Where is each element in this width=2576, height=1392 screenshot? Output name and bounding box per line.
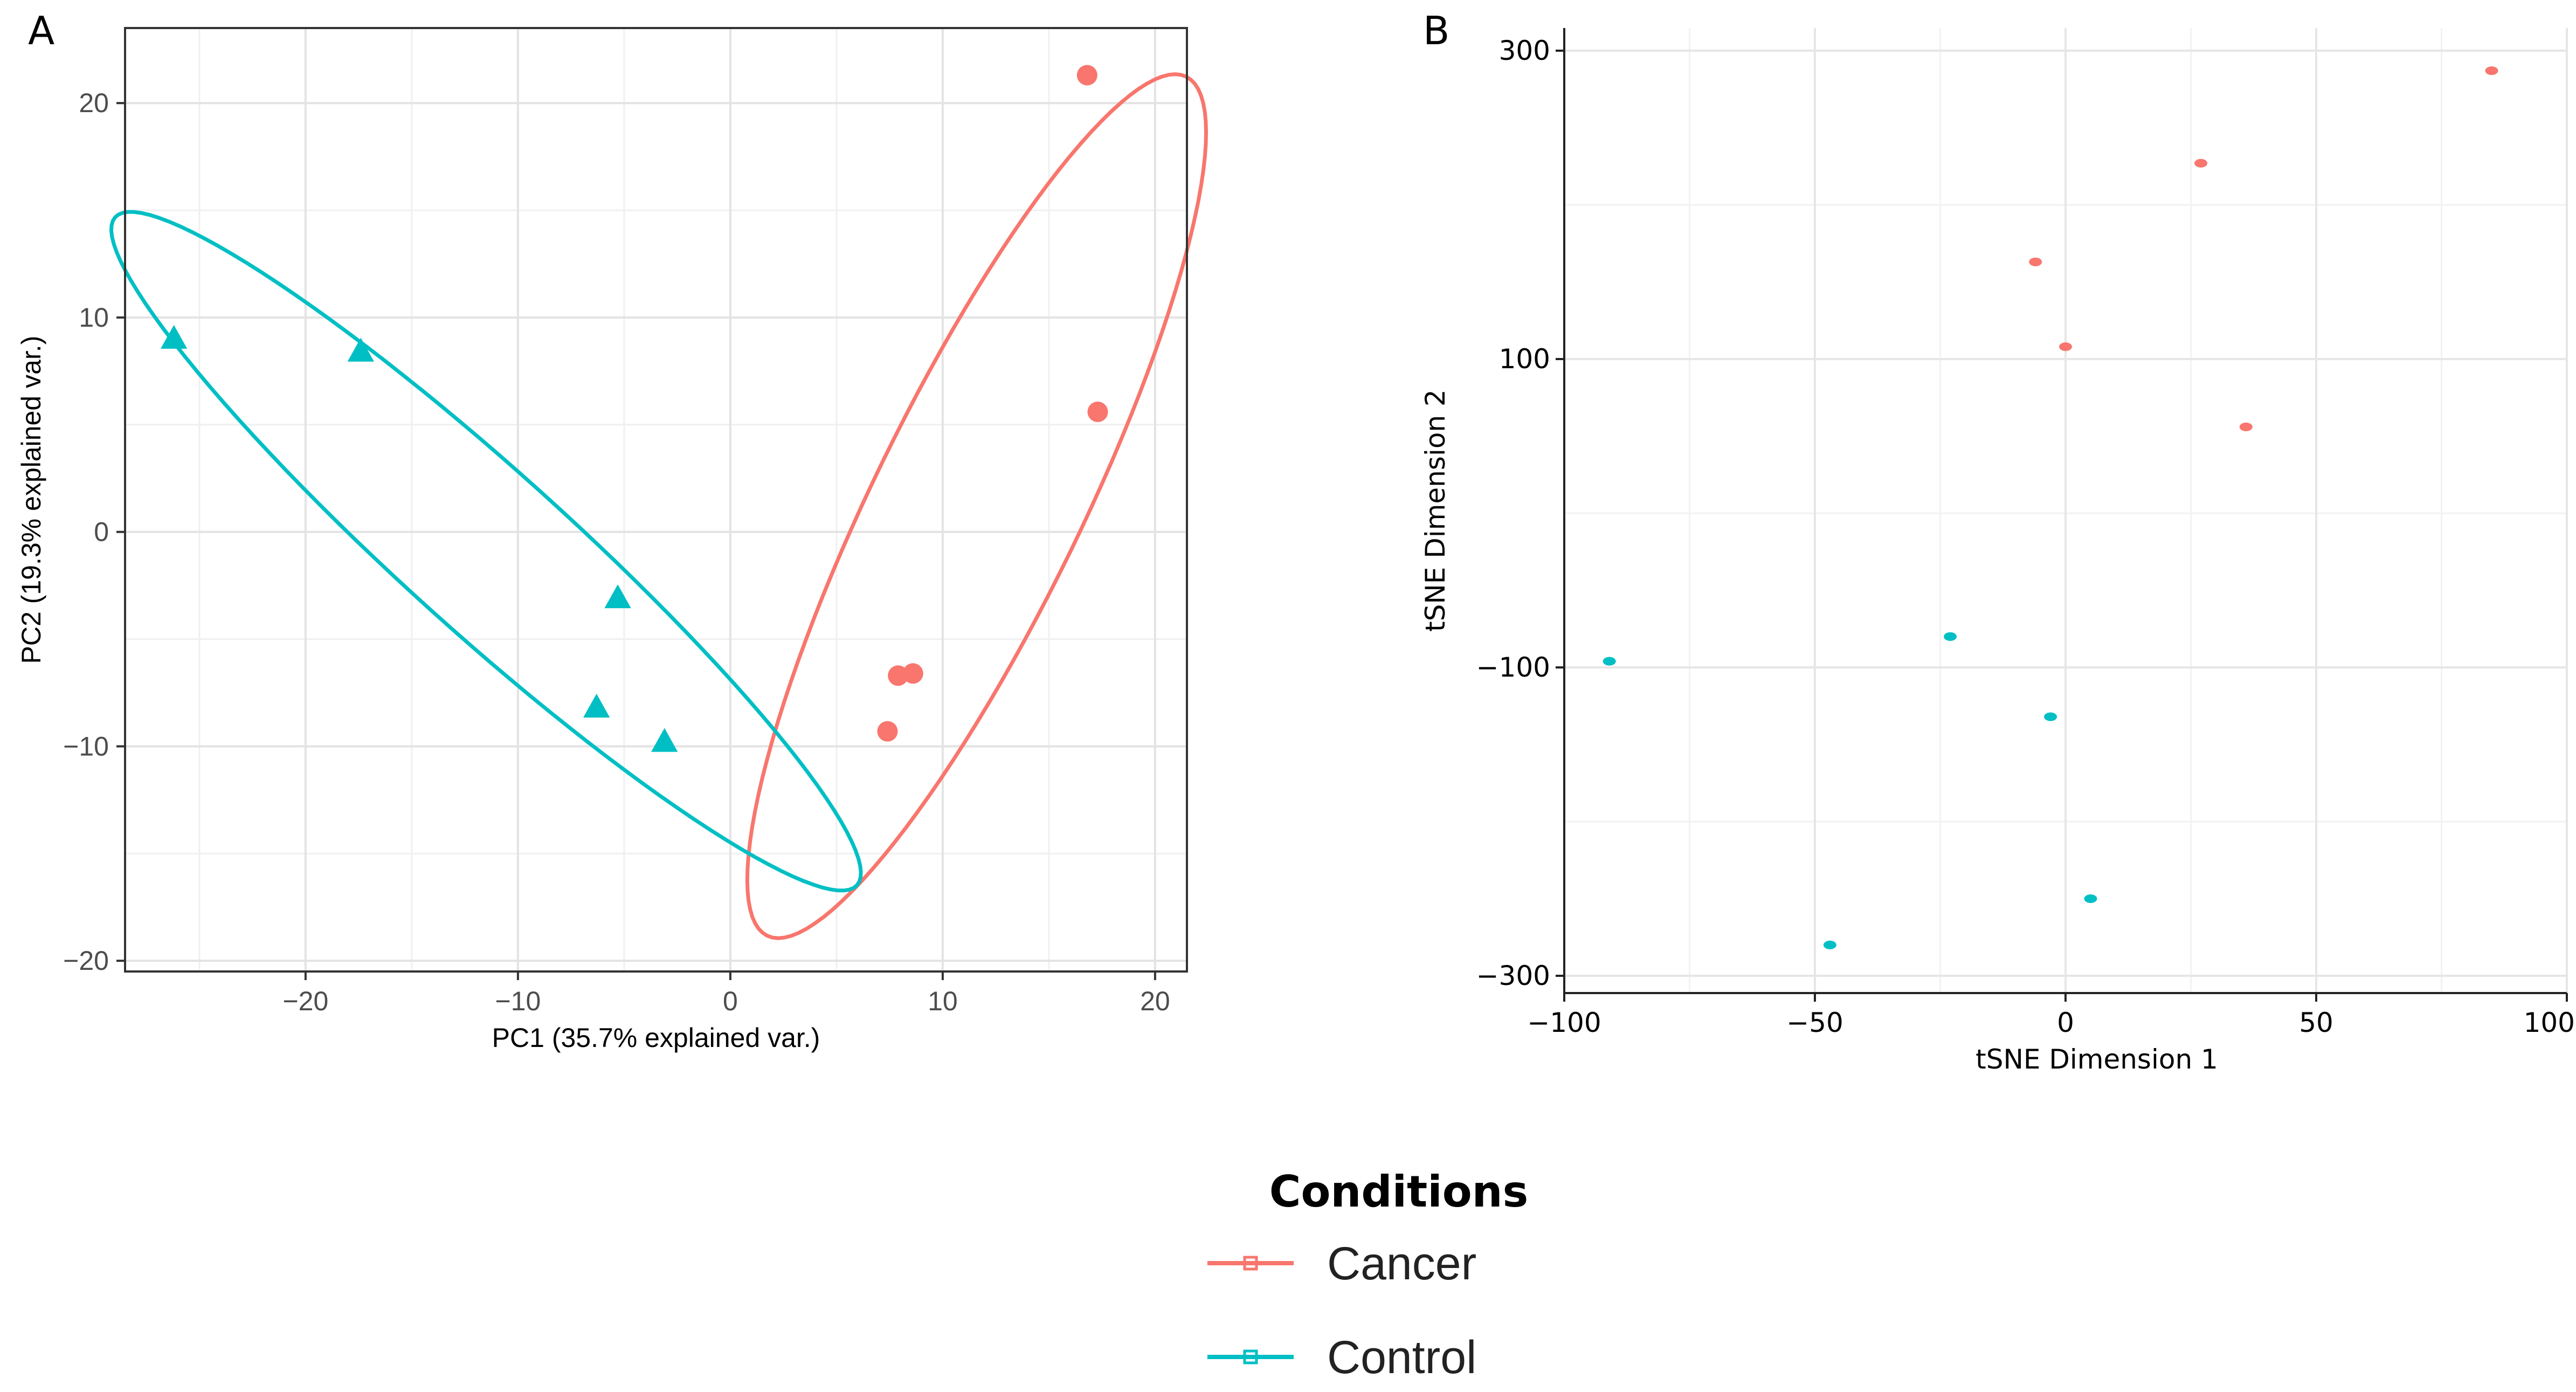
panel-a-ellipse-control (109, 210, 863, 893)
panel-b-point-cancer (2059, 342, 2072, 352)
panel-b-tsne-plot: B −100 −50 0 50 100 −300 −100 100 300 tSNE Dimen… (1420, 8, 2575, 1075)
panel-b-x-tick-label: −50 (1786, 1007, 1843, 1038)
panel-a-border (124, 27, 1188, 973)
panel-a-point-cancer (877, 721, 898, 742)
panel-b-point-control (1603, 657, 1616, 666)
panel-a-point-control (160, 325, 188, 349)
panel-a-gridlines (125, 28, 1187, 971)
panel-b-point-cancer (2239, 422, 2253, 431)
panel-a-point-cancer (1087, 401, 1108, 422)
panel-b-ticks: −100 −50 0 50 100 −300 −100 100 300 (1476, 35, 2575, 1038)
panel-a-point-control (347, 337, 375, 362)
legend-item-control: Control (1207, 1332, 1476, 1383)
panel-a-x-axis-label: PC1 (35.7% explained var.) (492, 1023, 820, 1053)
panel-a-y-tick-label: 0 (94, 517, 109, 547)
panel-b-x-tick-label: 100 (2524, 1007, 2575, 1038)
panel-b-y-axis-label: tSNE Dimension 2 (1420, 389, 1451, 632)
panel-b-letter: B (1423, 8, 1449, 53)
panel-a-x-tick-label: 10 (928, 986, 958, 1016)
panel-b-y-tick-label: −100 (1476, 652, 1550, 683)
legend-item-cancer: Cancer (1207, 1238, 1476, 1290)
legend-title: Conditions (1269, 1167, 1529, 1217)
panel-b-x-tick-label: 50 (2299, 1007, 2333, 1038)
panel-b-x-axis-label: tSNE Dimension 1 (1976, 1044, 2218, 1075)
panel-a-ellipses (109, 72, 1208, 940)
legend-cancer-label: Cancer (1327, 1238, 1476, 1290)
panel-b-point-cancer (2194, 159, 2208, 168)
panel-b-point-cancer (2485, 66, 2498, 75)
panel-a-point-control (583, 693, 610, 718)
panel-a-points (160, 65, 1108, 752)
panel-a-pca-plot: A −20 −10 0 10 20 −20 −10 0 10 20 PC1 (35.7% expl… (16, 8, 1208, 1053)
panel-b-x-tick-label: −100 (1527, 1007, 1601, 1038)
panel-a-y-tick-label: −10 (63, 731, 109, 761)
panel-b-y-tick-label: 300 (1499, 35, 1550, 66)
panel-b-points (1603, 66, 2498, 949)
panel-a-x-tick-label: −20 (282, 986, 328, 1016)
panel-b-point-control (1823, 940, 1836, 949)
legend-control-swatch-marker (1243, 1349, 1258, 1365)
panel-a-y-tick-label: 10 (79, 302, 109, 333)
panel-a-y-axis-label: PC2 (19.3% explained var.) (16, 336, 46, 664)
panel-b-point-control (1944, 632, 1957, 641)
panel-a-ticks: −20 −10 0 10 20 −20 −10 0 10 20 (63, 88, 1170, 1016)
legend-control-label: Control (1327, 1332, 1476, 1383)
panel-a-x-tick-label: −10 (495, 986, 541, 1016)
legend: Conditions Cancer Control (1207, 1167, 1528, 1383)
panel-a-point-control (604, 584, 631, 609)
panel-a-y-tick-label: 20 (79, 88, 109, 118)
panel-a-point-control (651, 728, 678, 752)
panel-a-ellipse-cancer (745, 72, 1208, 940)
panel-a-x-tick-label: 20 (1140, 986, 1170, 1016)
panel-b-y-tick-label: −300 (1476, 960, 1550, 991)
panel-b-point-control (2044, 712, 2057, 721)
panel-a-letter: A (28, 8, 54, 53)
panel-b-gridlines (1563, 28, 2568, 993)
panel-a-y-tick-label: −20 (63, 946, 109, 976)
panel-b-point-control (2084, 894, 2097, 903)
panel-a-point-cancer (1076, 65, 1097, 86)
panel-a-point-cancer (902, 663, 923, 684)
panel-a-x-tick-label: 0 (723, 986, 738, 1016)
panel-b-x-tick-label: 0 (2057, 1007, 2074, 1038)
panel-b-y-tick-label: 100 (1499, 343, 1550, 375)
panel-b-point-cancer (2029, 257, 2042, 266)
legend-cancer-swatch-marker (1243, 1256, 1258, 1271)
panel-a-background (125, 28, 1187, 971)
